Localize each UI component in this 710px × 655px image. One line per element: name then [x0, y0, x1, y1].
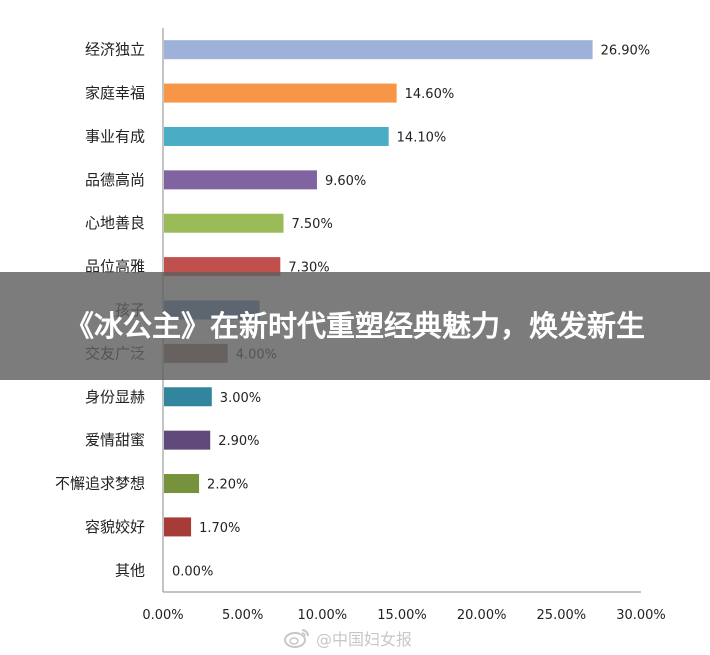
- bar-10: [164, 474, 200, 494]
- x-tick-label: 25.00%: [537, 608, 587, 623]
- category-label: 其他: [115, 561, 145, 579]
- weibo-icon: [284, 629, 309, 648]
- category-label: 爱情甜蜜: [85, 431, 145, 449]
- bar-9: [164, 430, 211, 450]
- x-tick-labels: 0.00% 5.00% 10.00% 15.00% 20.00% 25.00% 30.00%: [142, 608, 665, 623]
- value-label: 3.00%: [220, 391, 261, 406]
- bar-11: [164, 517, 192, 537]
- bar-2: [164, 126, 389, 146]
- value-labels: 26.90%14.60%14.10%9.60%7.50%7.30%4.00%3.…: [172, 44, 650, 580]
- x-tick-label: 15.00%: [377, 608, 427, 623]
- category-label: 品德高尚: [85, 171, 145, 189]
- x-tick-label: 20.00%: [457, 608, 507, 623]
- category-label: 不懈追求梦想: [55, 475, 145, 493]
- value-label: 9.60%: [325, 174, 366, 189]
- value-label: 14.60%: [405, 87, 455, 102]
- bar-4: [164, 213, 284, 233]
- bar-5: [164, 257, 281, 277]
- watermark-text: @中国妇女报: [316, 630, 413, 649]
- value-label: 14.10%: [397, 130, 447, 145]
- value-label: 0.00%: [172, 564, 213, 579]
- value-label: 2.20%: [207, 478, 248, 493]
- value-label: 7.30%: [288, 261, 329, 276]
- category-label: 心地善良: [85, 214, 145, 232]
- category-label: 品位高雅: [85, 258, 145, 276]
- category-label: 经济独立: [85, 41, 145, 59]
- bar-8: [164, 387, 212, 407]
- category-label: 身份显赫: [85, 388, 145, 406]
- category-label: 家庭幸福: [85, 84, 145, 102]
- overlay-title: 《冰公主》在新时代重塑经典魅力，焕发新生: [64, 309, 645, 343]
- x-tick-label: 0.00%: [142, 608, 183, 623]
- category-label: 容貌姣好: [85, 518, 145, 536]
- x-tick-label: 10.00%: [298, 608, 348, 623]
- category-label: 事业有成: [85, 127, 145, 145]
- bar-1: [164, 83, 397, 103]
- value-label: 1.70%: [199, 521, 240, 536]
- x-tick-label: 5.00%: [222, 608, 263, 623]
- title-overlay-banner: 《冰公主》在新时代重塑经典魅力，焕发新生: [0, 272, 710, 380]
- value-label: 2.90%: [218, 434, 259, 449]
- value-label: 7.50%: [292, 217, 333, 232]
- bar-3: [164, 170, 317, 190]
- watermark: @中国妇女报: [284, 626, 412, 650]
- bar-0: [164, 40, 593, 60]
- value-label: 26.90%: [601, 44, 651, 59]
- category-labels: 经济独立家庭幸福事业有成品德高尚心地善良品位高雅孩子交友广泛身份显赫爱情甜蜜不懈…: [55, 41, 145, 580]
- x-tick-label: 30.00%: [616, 608, 666, 623]
